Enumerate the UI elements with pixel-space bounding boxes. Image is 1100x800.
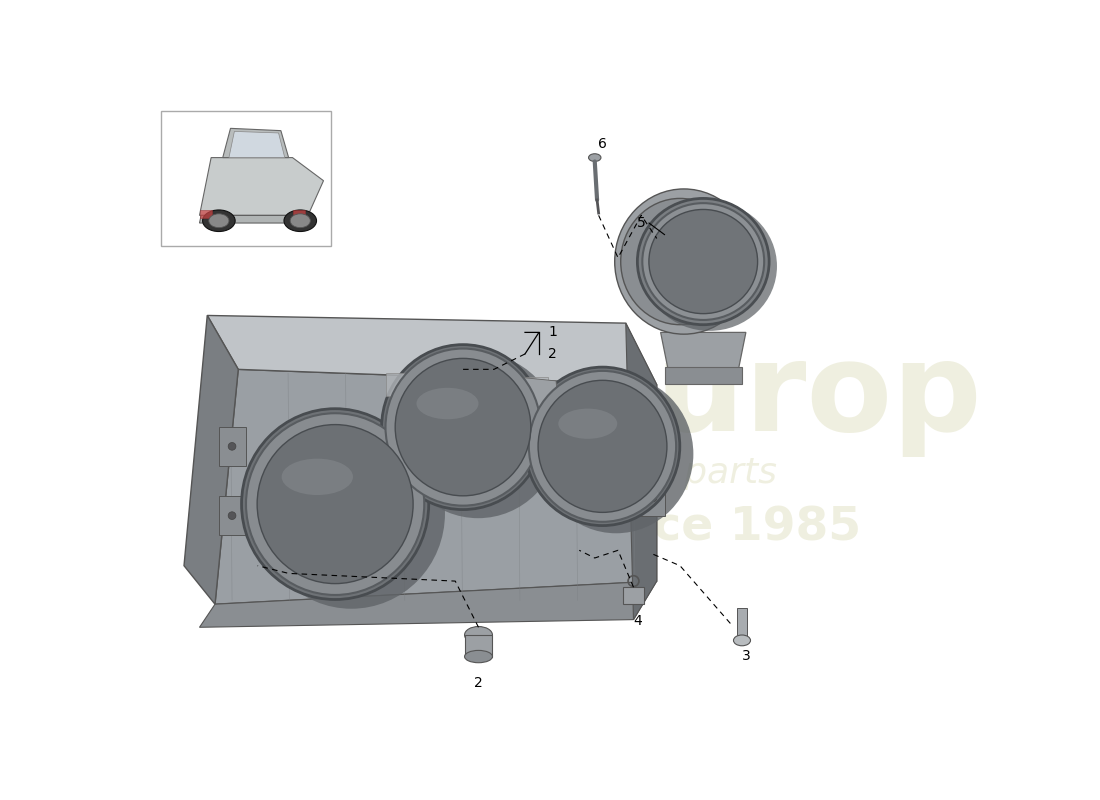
Ellipse shape xyxy=(284,210,317,231)
Bar xyxy=(517,377,548,400)
Bar xyxy=(641,481,664,516)
Bar xyxy=(385,373,417,396)
Bar xyxy=(664,367,742,384)
Bar xyxy=(737,608,747,638)
Ellipse shape xyxy=(382,345,544,510)
Polygon shape xyxy=(661,332,746,371)
Polygon shape xyxy=(229,131,285,158)
Circle shape xyxy=(228,512,235,519)
Text: 2: 2 xyxy=(548,347,557,361)
Ellipse shape xyxy=(637,198,769,325)
Ellipse shape xyxy=(397,354,560,518)
Bar xyxy=(199,210,212,218)
Ellipse shape xyxy=(385,349,540,506)
Bar xyxy=(623,587,645,604)
Polygon shape xyxy=(199,215,308,223)
Ellipse shape xyxy=(649,210,758,314)
Bar xyxy=(641,419,664,454)
Polygon shape xyxy=(516,377,560,419)
Polygon shape xyxy=(199,581,657,627)
Text: 1: 1 xyxy=(548,326,557,339)
Polygon shape xyxy=(626,323,657,619)
Text: 2: 2 xyxy=(474,676,483,690)
Circle shape xyxy=(228,442,235,450)
Bar xyxy=(161,111,331,246)
Ellipse shape xyxy=(620,198,739,325)
Ellipse shape xyxy=(417,388,478,419)
Polygon shape xyxy=(222,128,288,158)
Text: 6: 6 xyxy=(598,137,607,150)
Ellipse shape xyxy=(257,425,414,584)
Text: europ: europ xyxy=(572,336,982,457)
Ellipse shape xyxy=(464,650,493,662)
Text: since 1985: since 1985 xyxy=(575,505,861,550)
Bar xyxy=(219,496,246,535)
Ellipse shape xyxy=(642,202,777,331)
Ellipse shape xyxy=(395,358,531,496)
Polygon shape xyxy=(214,370,657,604)
Ellipse shape xyxy=(290,214,310,228)
Polygon shape xyxy=(207,315,657,385)
Ellipse shape xyxy=(734,635,750,646)
Bar xyxy=(464,635,493,657)
Ellipse shape xyxy=(525,367,680,526)
Bar xyxy=(293,210,305,218)
Polygon shape xyxy=(199,158,323,215)
Ellipse shape xyxy=(202,210,235,231)
Ellipse shape xyxy=(615,189,754,334)
Ellipse shape xyxy=(539,375,693,534)
Ellipse shape xyxy=(559,409,617,439)
Ellipse shape xyxy=(538,380,667,512)
Polygon shape xyxy=(184,315,239,604)
Polygon shape xyxy=(680,202,711,322)
Text: 4: 4 xyxy=(632,614,641,628)
Ellipse shape xyxy=(257,418,446,609)
Circle shape xyxy=(649,494,657,502)
Ellipse shape xyxy=(242,409,429,599)
Ellipse shape xyxy=(209,214,229,228)
Text: 3: 3 xyxy=(741,649,750,662)
Ellipse shape xyxy=(529,371,676,522)
Ellipse shape xyxy=(464,626,493,643)
Ellipse shape xyxy=(642,203,764,320)
Bar xyxy=(219,427,246,466)
Ellipse shape xyxy=(246,414,425,595)
Text: 5: 5 xyxy=(637,216,646,230)
Circle shape xyxy=(649,433,657,440)
Text: a passion for parts: a passion for parts xyxy=(440,456,777,490)
Ellipse shape xyxy=(588,154,601,162)
Ellipse shape xyxy=(282,458,353,495)
